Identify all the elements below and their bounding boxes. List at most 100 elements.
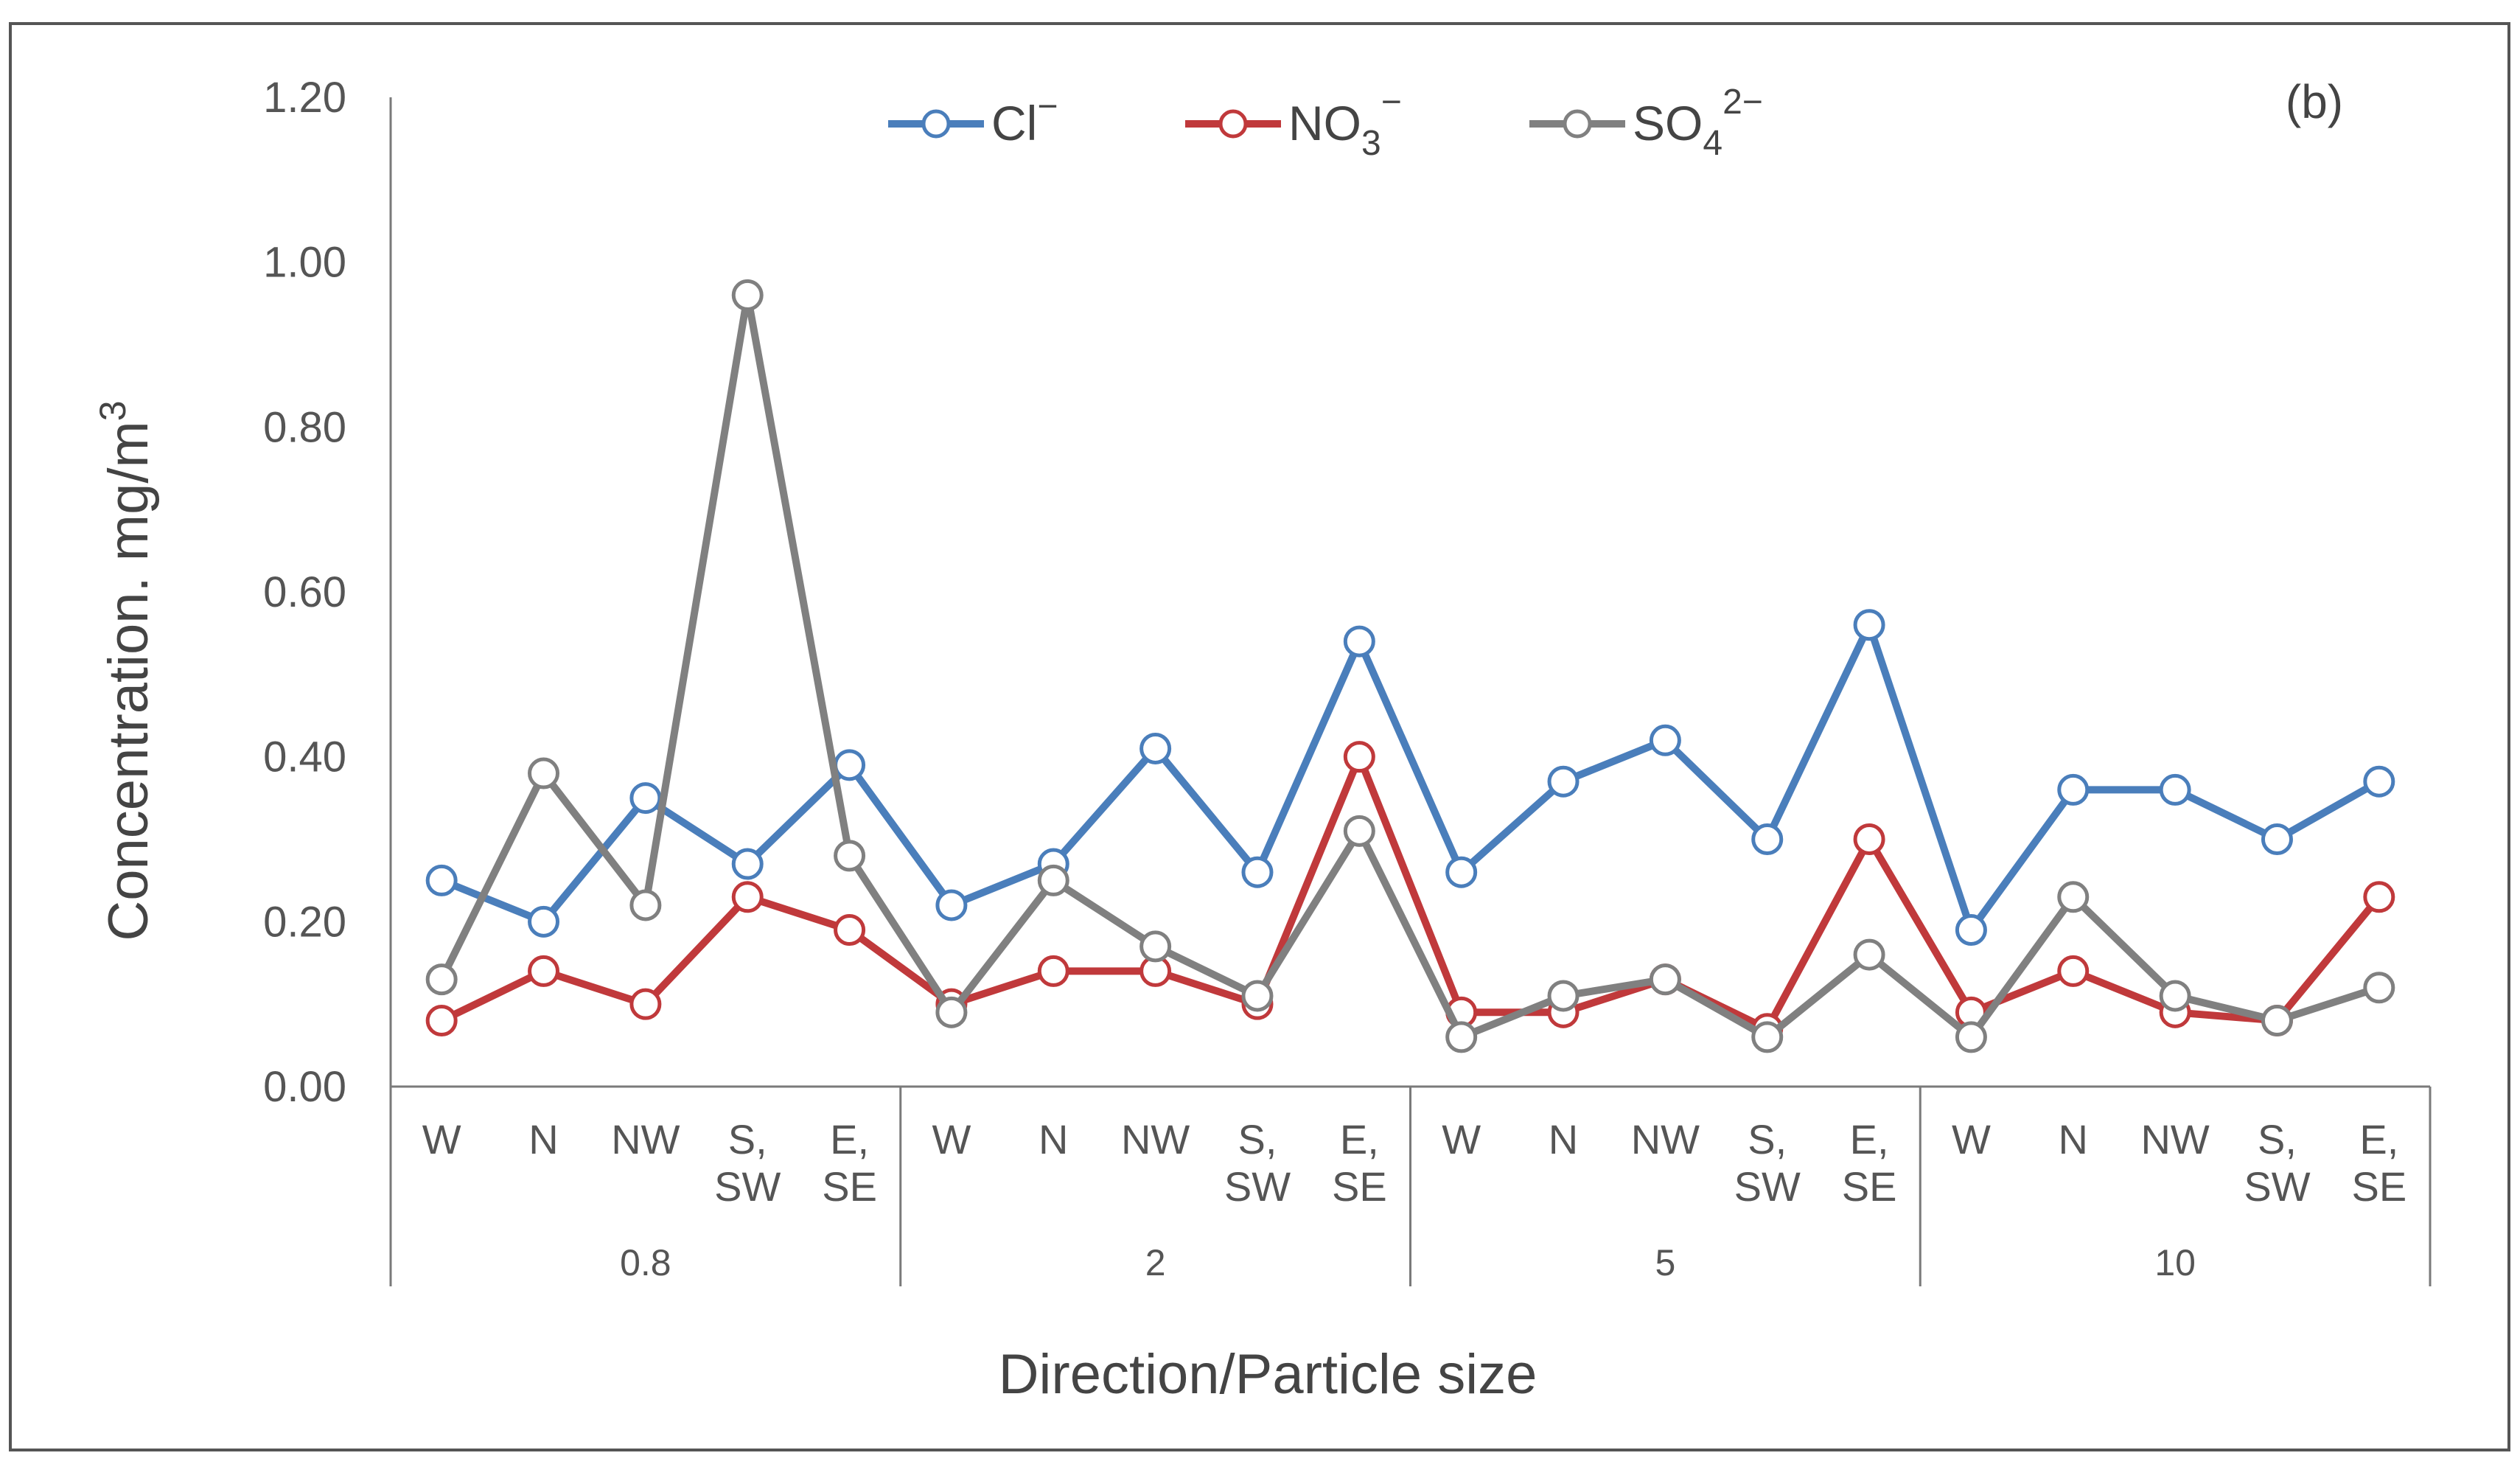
legend-item: NO3− <box>1185 83 1402 163</box>
x-tick-label: N <box>528 1116 558 1163</box>
data-point <box>425 963 458 996</box>
x-tick-label: W <box>422 1116 461 1163</box>
data-point <box>2363 881 2395 913</box>
data-point <box>1037 864 1069 896</box>
data-point <box>1037 955 1069 987</box>
data-point <box>425 864 458 896</box>
legend-item: Cl− <box>888 87 1058 150</box>
y-tick-label: 1.00 <box>263 239 346 287</box>
series-line <box>440 753 2382 1033</box>
legend-label: NO3− <box>1288 83 1402 163</box>
x-tick-label: NW <box>1631 1116 1700 1163</box>
series-cl <box>425 609 2395 947</box>
data-point <box>1853 823 1885 855</box>
x-tick-label: E, SE <box>2351 1116 2406 1210</box>
data-point <box>1751 823 1784 855</box>
data-point <box>528 955 560 987</box>
x-tick-label: NW <box>1121 1116 1190 1163</box>
data-point <box>935 996 968 1028</box>
x-axis-title: Direction/Particle size <box>999 1343 1538 1406</box>
x-tick-label: W <box>1952 1116 1991 1163</box>
data-point <box>2057 773 2090 806</box>
series-so <box>425 279 2395 1053</box>
legend: Cl− NO3− SO42− <box>888 83 1763 163</box>
x-tick-label: W <box>932 1116 971 1163</box>
data-point <box>1955 1021 1987 1053</box>
x-tick-label: S, SW <box>1734 1116 1801 1210</box>
data-point <box>834 840 866 872</box>
legend-label: Cl− <box>991 87 1058 150</box>
data-point <box>629 782 662 815</box>
series-line <box>438 291 2381 1041</box>
x-tick-label: E, SE <box>822 1116 877 1210</box>
group-label: 5 <box>1655 1242 1675 1283</box>
data-point <box>2057 881 2090 913</box>
series-area <box>425 279 2395 1053</box>
data-point <box>2261 1005 2293 1037</box>
chart-frame <box>9 22 2510 1451</box>
data-point <box>731 848 764 880</box>
data-point <box>1139 930 1172 963</box>
y-axis-title: Concentration. mg/m3 <box>92 400 160 941</box>
group-label: 10 <box>2154 1242 2196 1283</box>
data-point <box>1445 1021 1478 1053</box>
x-tick-label: NW <box>611 1116 680 1163</box>
data-point <box>1649 724 1681 756</box>
data-point <box>629 889 662 921</box>
data-point <box>834 749 866 781</box>
data-point <box>1343 625 1375 658</box>
data-point <box>528 757 560 789</box>
data-point <box>1445 856 1478 888</box>
data-point <box>1241 980 1274 1012</box>
data-point <box>425 1005 458 1037</box>
data-point <box>731 279 764 311</box>
x-tick-label: N <box>1039 1116 1068 1163</box>
panel-label: (b) <box>2286 75 2343 128</box>
data-point <box>1139 732 1172 764</box>
x-tick-label: S, SW <box>2244 1116 2310 1210</box>
data-point <box>2363 765 2395 798</box>
data-point <box>2159 773 2191 806</box>
x-tick-label: N <box>1549 1116 1578 1163</box>
y-tick-label: 0.60 <box>263 568 346 616</box>
group-label: 2 <box>1145 1242 1166 1283</box>
y-tick-label: 0.80 <box>263 403 346 451</box>
data-point <box>1649 963 1681 996</box>
data-point <box>1853 938 1885 971</box>
legend-swatch-marker <box>1563 109 1592 139</box>
x-tick-label: NW <box>2140 1116 2209 1163</box>
y-tick-label: 0.20 <box>263 898 346 946</box>
legend-label: SO42− <box>1633 83 1763 163</box>
x-tick-label: W <box>1442 1116 1481 1163</box>
data-point <box>1343 741 1375 773</box>
data-point <box>1751 1021 1784 1053</box>
x-tick-label: E, SE <box>1332 1116 1387 1210</box>
data-point <box>629 988 662 1020</box>
data-point <box>935 889 968 921</box>
y-tick-label: 1.20 <box>263 74 346 122</box>
data-point <box>1241 856 1274 888</box>
y-tick-label: 0.40 <box>263 733 346 781</box>
x-tick-label: S, SW <box>714 1116 781 1210</box>
axes: 0.000.200.400.600.801.001.20W N NW S, SWE, SE… <box>263 74 2432 1286</box>
data-point <box>731 881 764 913</box>
data-point <box>1547 980 1580 1012</box>
data-point <box>1547 765 1580 798</box>
data-point <box>1853 609 1885 641</box>
data-point <box>2057 955 2090 987</box>
legend-swatch-marker <box>921 109 951 139</box>
data-point <box>2363 972 2395 1004</box>
data-point <box>834 914 866 947</box>
x-tick-label: N <box>2059 1116 2088 1163</box>
y-tick-label: 0.00 <box>263 1063 346 1111</box>
legend-item: SO42− <box>1529 83 1763 163</box>
x-tick-label: E, SE <box>1842 1116 1897 1210</box>
group-label: 0.8 <box>620 1242 671 1283</box>
legend-swatch-marker <box>1218 109 1248 139</box>
data-point <box>528 905 560 938</box>
data-point <box>1955 914 1987 947</box>
data-point <box>2159 980 2191 1012</box>
data-point <box>2261 823 2293 855</box>
data-point <box>1343 815 1375 847</box>
